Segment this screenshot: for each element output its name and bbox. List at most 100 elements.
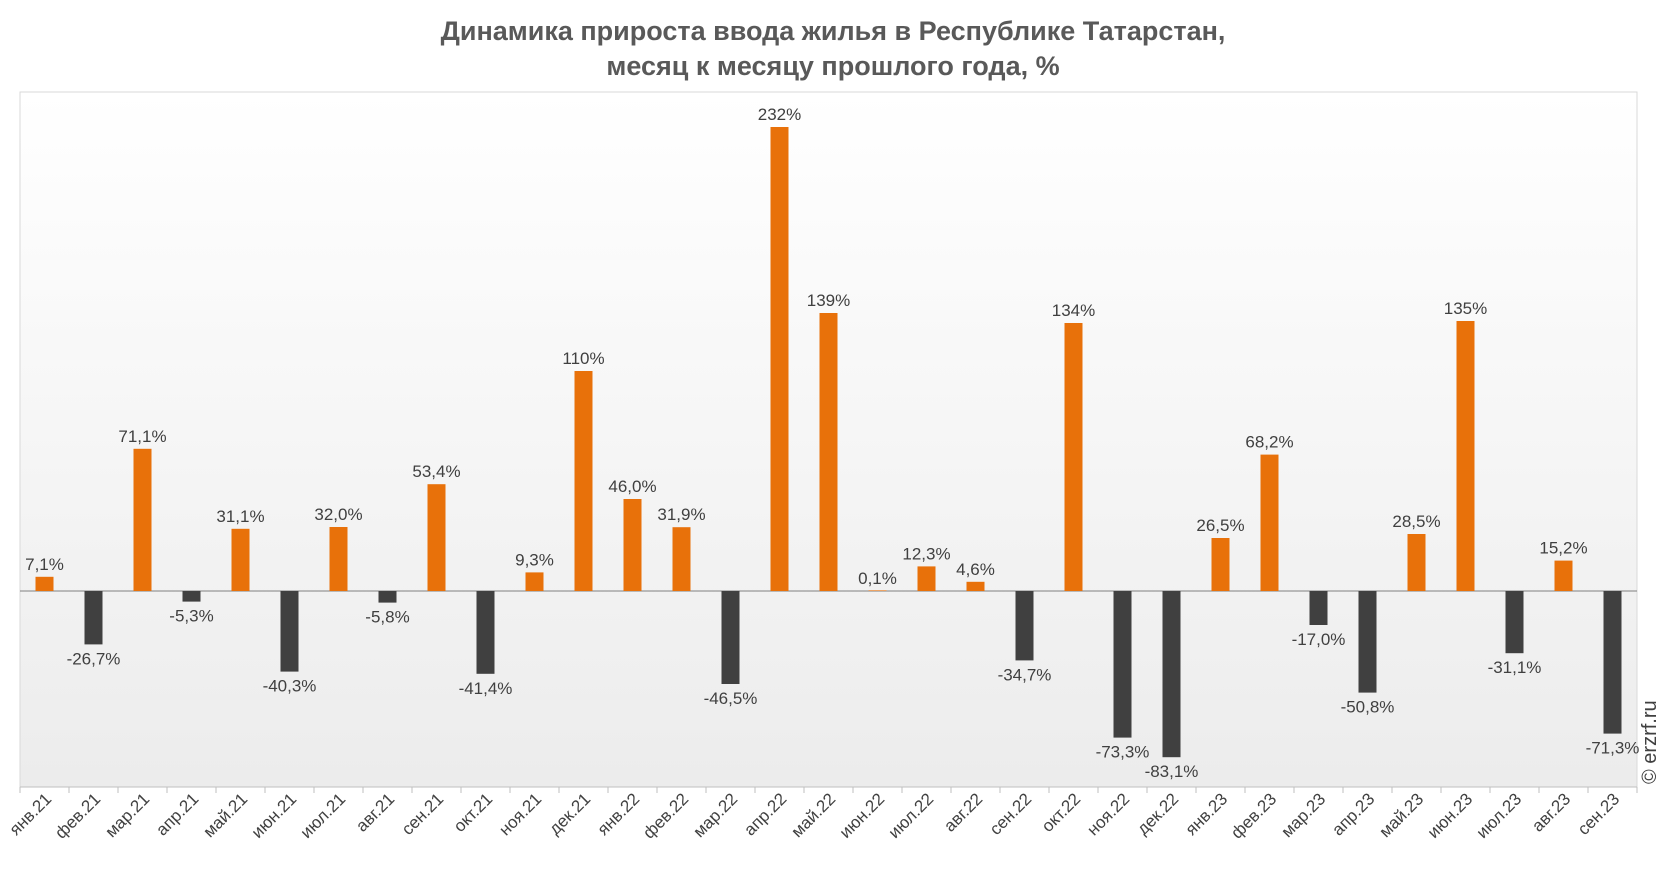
bar-апр.22 [770,127,789,591]
data-label-ноя.22: -73,3% [1096,743,1150,762]
chart-title-line1: Динамика прироста ввода жилья в Республи… [440,16,1226,46]
data-label-янв.22: 46,0% [608,477,656,496]
data-label-авг.23: 15,2% [1539,539,1587,558]
x-tick-label-сен.21: сен.21 [398,789,447,838]
bar-ноя.21 [525,572,544,591]
bar-сен.23 [1603,591,1622,734]
data-label-янв.23: 26,5% [1196,516,1244,535]
bar-фев.21 [84,591,103,645]
bar-июл.23 [1505,591,1524,654]
bar-авг.23 [1554,560,1573,591]
x-tick-label-дек.21: дек.21 [545,789,594,838]
x-tick-label-окт.21: окт.21 [450,789,496,835]
bar-янв.21 [35,576,54,591]
data-label-сен.23: -71,3% [1586,739,1640,758]
x-tick-label-май.23: май.23 [1376,789,1428,841]
bar-дек.21 [574,371,593,591]
x-tick-label-апр.22: апр.22 [740,789,790,839]
data-label-окт.21: -41,4% [459,679,513,698]
data-label-сен.22: -34,7% [998,665,1052,684]
data-label-июн.23: 135% [1444,299,1487,318]
x-tick-label-июн.22: июн.22 [836,789,889,842]
bar-мар.23 [1309,591,1328,625]
x-tick-label-янв.21: янв.21 [6,789,56,839]
x-tick-label-апр.23: апр.23 [1328,789,1378,839]
data-label-дек.22: -83,1% [1145,762,1199,781]
x-tick-label-сен.23: сен.23 [1574,789,1623,838]
bar-июн.23 [1456,321,1475,591]
data-label-май.21: 31,1% [216,507,264,526]
x-tick-label-авг.22: авг.22 [940,789,986,835]
x-tick-label-авг.21: авг.21 [352,789,398,835]
x-tick-label-янв.22: янв.22 [594,789,644,839]
bar-окт.21 [476,591,495,674]
x-tick-label-сен.22: сен.22 [986,789,1035,838]
bar-апр.23 [1358,591,1377,693]
x-tick-label-авг.23: авг.23 [1528,789,1574,835]
x-tick-label-июл.21: июл.21 [297,789,350,842]
bar-июн.21 [280,591,299,672]
bar-май.21 [231,528,250,591]
data-label-апр.21: -5,3% [169,607,213,626]
data-label-авг.21: -5,8% [365,608,409,627]
bar-май.23 [1407,534,1426,591]
data-label-янв.21: 7,1% [25,555,64,574]
bar-апр.21 [182,591,201,602]
x-tick-label-фев.22: фев.22 [639,789,692,842]
bar-ноя.22 [1113,591,1132,738]
data-label-июл.23: -31,1% [1488,658,1542,677]
x-tick-label-июл.23: июл.23 [1473,789,1526,842]
bar-янв.23 [1211,538,1230,591]
x-tick-label-июл.22: июл.22 [885,789,938,842]
x-tick-label-фев.21: фев.21 [51,789,104,842]
bar-июл.22 [917,566,936,591]
data-label-мар.22: -46,5% [704,689,758,708]
bar-мар.21 [133,448,152,591]
x-tick-label-окт.22: окт.22 [1038,789,1084,835]
data-label-мар.23: -17,0% [1292,630,1346,649]
data-label-авг.22: 4,6% [956,560,995,579]
bar-авг.21 [378,591,397,603]
data-label-сен.21: 53,4% [412,462,460,481]
bar-янв.22 [623,499,642,591]
x-tick-label-май.21: май.21 [200,789,252,841]
data-label-фев.22: 31,9% [657,505,705,524]
data-label-фев.23: 68,2% [1245,433,1293,452]
data-label-апр.23: -50,8% [1341,698,1395,717]
data-label-апр.22: 232% [758,105,801,124]
bar-сен.21 [427,484,446,591]
x-tick-label-мар.23: мар.23 [1278,789,1330,841]
x-tick-label-янв.23: янв.23 [1182,789,1232,839]
x-tick-label-июн.23: июн.23 [1424,789,1477,842]
x-tick-label-ноя.21: ноя.21 [495,789,545,839]
copyright-watermark: © erzrf.ru [1639,700,1661,784]
bar-июл.21 [329,527,348,591]
bar-мар.22 [721,591,740,684]
data-label-дек.21: 110% [562,349,604,368]
x-tick-label-апр.21: апр.21 [152,789,202,839]
data-label-май.23: 28,5% [1392,512,1440,531]
bar-фев.23 [1260,454,1279,591]
data-label-фев.21: -26,7% [67,649,121,668]
data-label-окт.22: 134% [1052,301,1095,320]
x-tick-label-июн.21: июн.21 [248,789,301,842]
x-tick-label-дек.22: дек.22 [1133,789,1182,838]
bar-авг.22 [966,581,985,591]
data-label-ноя.21: 9,3% [515,550,554,569]
x-tick-label-мар.21: мар.21 [102,789,154,841]
data-label-июл.21: 32,0% [314,505,362,524]
bar-май.22 [819,313,838,591]
data-label-июл.22: 12,3% [902,544,950,563]
chart-subtitle: месяц к месяцу прошлого года, % [606,51,1060,81]
bar-июн.22 [868,590,887,591]
data-label-мар.21: 71,1% [118,427,166,446]
data-label-июн.21: -40,3% [263,677,317,696]
chart-title: Динамика прироста ввода жилья в Республи… [0,14,1666,84]
x-tick-label-ноя.22: ноя.22 [1083,789,1133,839]
x-tick-label-мар.22: мар.22 [690,789,742,841]
data-label-июн.22: 0,1% [858,569,897,588]
bar-окт.22 [1064,323,1083,591]
bar-фев.22 [672,527,691,591]
bar-сен.22 [1015,591,1034,661]
